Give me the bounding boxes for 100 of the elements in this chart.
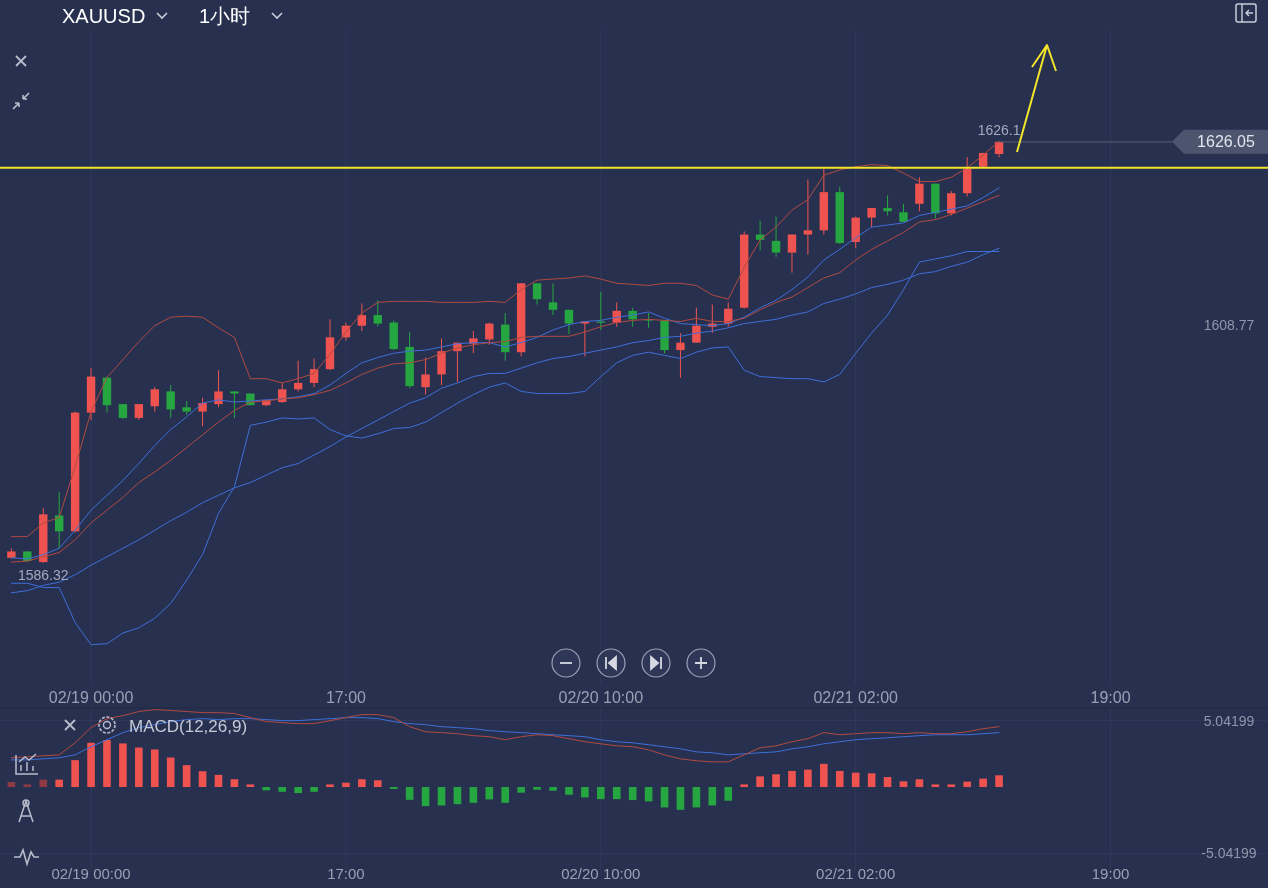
- bar: [597, 787, 605, 800]
- bar: [310, 787, 318, 792]
- bar: [899, 781, 908, 788]
- x-tick-label: 02/21 02:00: [816, 864, 896, 882]
- candlestick: [771, 216, 781, 258]
- bar: [549, 787, 557, 791]
- x-tick-label: 02/20 10:00: [561, 864, 641, 882]
- candlestick: [915, 176, 924, 212]
- bar: [979, 778, 987, 788]
- x-tick-label: 19:00: [1090, 688, 1131, 706]
- x-tick-label: 17:00: [327, 864, 365, 882]
- bar: [724, 787, 733, 801]
- x-tick-label: 19:00: [1091, 864, 1130, 882]
- bar: [39, 779, 48, 788]
- bar: [581, 787, 589, 798]
- bar: [342, 782, 350, 788]
- bar: [469, 787, 478, 803]
- bar: [262, 787, 271, 791]
- candlestick: [532, 282, 542, 306]
- bar: [931, 784, 940, 788]
- candlestick: [214, 369, 223, 408]
- bar: [278, 787, 287, 792]
- bar: [947, 784, 956, 788]
- bar: [166, 757, 175, 788]
- candlestick: [293, 360, 303, 392]
- bar: [517, 787, 525, 793]
- candlestick: [899, 203, 908, 223]
- bar: [883, 777, 892, 788]
- bar: [71, 760, 79, 788]
- bar: [820, 763, 828, 788]
- bar: [437, 787, 446, 806]
- bar: [246, 784, 255, 788]
- x-tick-label: 02/19 00:00: [51, 864, 131, 882]
- bar: [7, 782, 16, 788]
- bar: [87, 742, 95, 788]
- candlestick: [596, 291, 606, 331]
- candlestick: [373, 299, 382, 328]
- bar: [867, 773, 876, 788]
- bar: [55, 779, 63, 788]
- chart-title: XAUUSD: [62, 5, 146, 27]
- bar: [963, 781, 971, 788]
- bar: [119, 743, 127, 788]
- bar: [676, 787, 685, 810]
- candlestick: [867, 207, 876, 228]
- ref-line-label: 1626.05: [1197, 133, 1256, 151]
- bar: [135, 747, 143, 788]
- annotation: 1586.32: [17, 566, 69, 583]
- candlestick: [357, 302, 367, 332]
- annotation: 1626.1: [977, 122, 1021, 139]
- candlestick: [198, 397, 207, 427]
- candlestick: [676, 332, 685, 379]
- bar: [740, 784, 748, 788]
- x-tick-label: 02/20 10:00: [558, 688, 644, 706]
- y-tick-label: -5.04199: [1201, 845, 1257, 862]
- bar: [915, 779, 924, 788]
- line-series: [10, 717, 1000, 761]
- candlestick: [692, 307, 701, 344]
- bar: [214, 774, 223, 788]
- bar: [788, 770, 796, 788]
- bar: [421, 787, 430, 807]
- bar: [565, 787, 573, 795]
- candlestick: [883, 194, 892, 216]
- bar: [804, 769, 812, 788]
- bar: [150, 749, 159, 788]
- candlestick: [150, 386, 159, 413]
- bar: [772, 774, 780, 788]
- bar: [326, 784, 334, 788]
- candlestick: [787, 234, 797, 274]
- candlestick: [803, 178, 813, 256]
- line-series: [10, 709, 1000, 763]
- bar: [708, 787, 717, 806]
- x-tick-label: 02/19 00:00: [48, 688, 134, 706]
- candlestick: [421, 357, 430, 396]
- bar: [644, 787, 653, 802]
- bar: [230, 779, 239, 788]
- bar: [103, 740, 111, 788]
- bar: [995, 775, 1003, 788]
- bar: [756, 776, 764, 788]
- x-tick-label: 02/21 02:00: [813, 688, 899, 706]
- candlestick: [54, 491, 64, 549]
- bar: [660, 787, 669, 808]
- bar: [628, 787, 637, 801]
- x-tick-label: 17:00: [325, 688, 367, 706]
- bar: [405, 787, 414, 800]
- bar: [453, 787, 462, 805]
- bar: [182, 765, 191, 788]
- text: 1608.77: [1203, 317, 1255, 333]
- bar: [533, 787, 541, 790]
- bar: [23, 784, 32, 788]
- bar: [198, 771, 207, 788]
- bar: [835, 770, 844, 788]
- bar: [692, 787, 701, 808]
- chart-subtitle: 1小时: [199, 5, 251, 27]
- bar: [373, 780, 382, 788]
- candlestick: [230, 390, 239, 419]
- bar: [294, 787, 302, 794]
- candlestick: [437, 337, 446, 386]
- bar: [612, 787, 621, 800]
- candlestick: [485, 322, 494, 346]
- bar: [501, 787, 510, 803]
